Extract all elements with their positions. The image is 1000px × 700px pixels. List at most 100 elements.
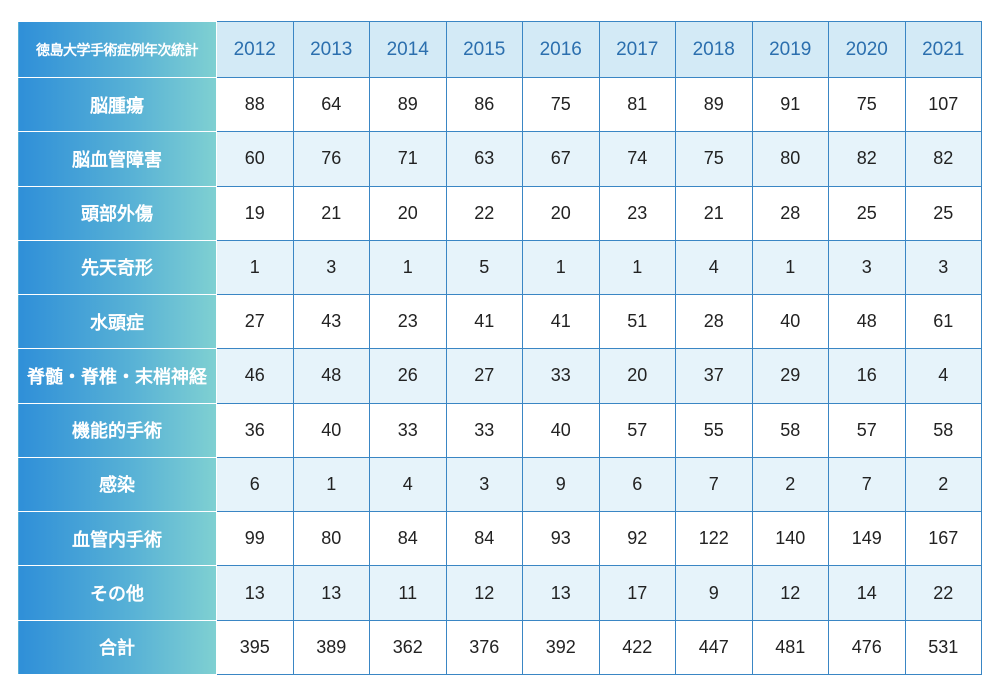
table-cell: 61 [904,294,982,350]
table-row: 水頭症 27 43 23 41 41 51 28 40 48 61 [17,294,982,350]
table-cell: 4 [904,348,982,404]
table-cell: 82 [904,131,982,187]
table-cell: 74 [598,131,676,187]
table-cell: 5 [445,239,523,296]
row-label: その他 [17,565,217,621]
table-cell: 16 [828,348,906,404]
table-cell: 28 [751,185,829,241]
table-cell: 84 [445,511,523,567]
column-header-year: 2019 [751,21,829,78]
table-cell: 376 [445,619,523,676]
table-cell: 55 [675,402,753,458]
table-cell: 64 [292,76,370,133]
table-cell: 40 [292,402,370,458]
table-cell: 93 [522,511,600,567]
table-cell: 57 [598,402,676,458]
table-cell: 75 [522,76,600,133]
table-cell: 395 [216,619,294,676]
column-header-year: 2013 [292,21,370,78]
table-cell: 167 [904,511,982,567]
table-cell: 13 [292,565,370,621]
table-cell: 27 [216,294,294,350]
table-cell: 4 [369,456,447,513]
table-cell: 71 [369,131,447,187]
column-header-year: 2021 [904,21,982,78]
table-cell: 46 [216,348,294,404]
table-row: 脊髄・脊椎・末梢神経 46 48 26 27 33 20 37 29 16 4 [17,348,982,404]
table-cell: 107 [904,76,982,133]
table-cell: 9 [675,565,753,621]
table-cell: 12 [445,565,523,621]
table-cell: 60 [216,131,294,187]
table-cell: 26 [369,348,447,404]
row-label: 血管内手術 [17,511,217,567]
table-cell: 25 [828,185,906,241]
table-cell: 3 [445,456,523,513]
column-header-year: 2016 [522,21,600,78]
table-row: 脳腫瘍 88 64 89 86 75 81 89 91 75 107 [17,76,982,133]
table-cell: 122 [675,511,753,567]
table-cell: 1 [751,239,829,296]
table-cell: 41 [522,294,600,350]
row-label: 水頭症 [17,294,217,350]
table-cell: 80 [751,131,829,187]
table-cell: 12 [751,565,829,621]
column-header-year: 2020 [828,21,906,78]
table-cell: 27 [445,348,523,404]
table-cell: 531 [904,619,982,676]
table-cell: 447 [675,619,753,676]
table-cell: 7 [675,456,753,513]
column-header-year: 2018 [675,21,753,78]
table-row: 感染 6 1 4 3 9 6 7 2 7 2 [17,456,982,513]
row-label: 機能的手術 [17,402,217,458]
table-cell: 2 [751,456,829,513]
surgery-statistics-table: 徳島大学手術症例年次統計 2012 2013 2014 2015 2016 2017 201… [17,21,982,676]
table-cell: 389 [292,619,370,676]
table-cell: 22 [445,185,523,241]
column-header-year: 2012 [216,21,294,78]
table-cell: 82 [828,131,906,187]
table-cell: 9 [522,456,600,513]
row-label: 脳血管障害 [17,131,217,187]
table-body: 脳腫瘍 88 64 89 86 75 81 89 91 75 107 脳血管障害 60 76 71 63 67 7… [17,76,982,676]
table-cell: 33 [522,348,600,404]
table-cell: 13 [522,565,600,621]
table-cell: 75 [675,131,753,187]
table-cell: 84 [369,511,447,567]
table-cell: 81 [598,76,676,133]
table-cell: 2 [904,456,982,513]
table-cell: 19 [216,185,294,241]
table-cell: 33 [369,402,447,458]
table-cell: 48 [828,294,906,350]
table-cell: 89 [369,76,447,133]
table-corner-label: 徳島大学手術症例年次統計 [17,21,217,78]
table-cell: 40 [751,294,829,350]
table-cell: 33 [445,402,523,458]
table-cell: 40 [522,402,600,458]
table-cell: 67 [522,131,600,187]
table-cell: 1 [598,239,676,296]
table-cell: 20 [522,185,600,241]
row-label: 脳腫瘍 [17,76,217,133]
column-header-year: 2015 [445,21,523,78]
table-cell: 481 [751,619,829,676]
table-cell: 14 [828,565,906,621]
table-cell: 57 [828,402,906,458]
table-cell: 76 [292,131,370,187]
surgery-statistics-table-wrap: 徳島大学手術症例年次統計 2012 2013 2014 2015 2016 2017 201… [17,21,982,676]
table-cell: 20 [598,348,676,404]
row-label: 頭部外傷 [17,185,217,241]
table-cell: 28 [675,294,753,350]
column-header-year: 2014 [369,21,447,78]
table-cell: 91 [751,76,829,133]
table-cell: 29 [751,348,829,404]
table-cell: 20 [369,185,447,241]
table-cell: 99 [216,511,294,567]
table-cell: 6 [216,456,294,513]
table-cell: 3 [904,239,982,296]
table-row: 頭部外傷 19 21 20 22 20 23 21 28 25 25 [17,185,982,241]
row-label: 脊髄・脊椎・末梢神経 [17,348,217,404]
table-cell: 88 [216,76,294,133]
table-cell: 43 [292,294,370,350]
table-cell: 89 [675,76,753,133]
